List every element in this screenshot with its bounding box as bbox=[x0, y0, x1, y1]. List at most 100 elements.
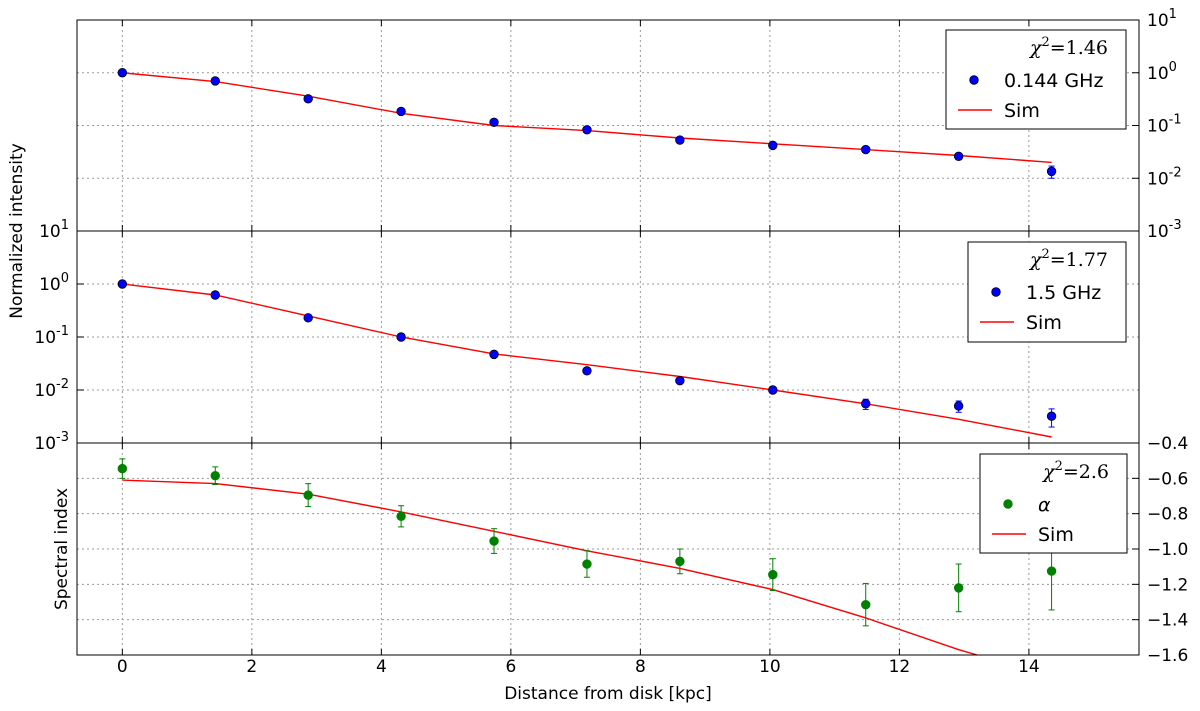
data-point bbox=[117, 68, 128, 78]
y-tick-exponent: -1 bbox=[1169, 113, 1182, 128]
legend-data-label: 1.5 GHz bbox=[1026, 282, 1101, 304]
data-point bbox=[396, 332, 406, 342]
data-point bbox=[396, 511, 406, 522]
data-point bbox=[582, 366, 592, 376]
y-tick-exponent: -2 bbox=[56, 377, 69, 392]
y-tick-label: −0.6 bbox=[1147, 469, 1188, 489]
sim-line bbox=[122, 72, 1052, 164]
data-point bbox=[953, 401, 964, 411]
x-axis: 0 2 4 6 8 10 12 14 bbox=[117, 657, 1040, 677]
x-tick-label: 0 bbox=[117, 657, 128, 677]
y-tick-label: 10-2 bbox=[1147, 165, 1182, 189]
chi-symbol: χ bbox=[1041, 461, 1056, 483]
data-point bbox=[303, 313, 313, 323]
x-tick-label: 10 bbox=[759, 657, 781, 677]
y-tick-label: 101 bbox=[1147, 7, 1177, 31]
y-tick-exponent: 1 bbox=[61, 218, 69, 233]
y-tick-exponent: -3 bbox=[56, 430, 69, 445]
chi-value: =1.77 bbox=[1050, 249, 1108, 271]
y-axis-title-intensity: Normalized intensity bbox=[7, 143, 27, 319]
data-point bbox=[768, 140, 778, 151]
legend-sim-label: Sim bbox=[1004, 100, 1040, 122]
legend-sim-label: Sim bbox=[1038, 524, 1074, 546]
y-tick-label: 100 bbox=[1147, 60, 1177, 84]
data-point bbox=[1046, 566, 1057, 576]
x-tick-label: 8 bbox=[635, 657, 646, 677]
y-tick-label: −0.4 bbox=[1147, 434, 1188, 454]
data-point bbox=[582, 125, 592, 135]
chi-exponent: 2 bbox=[1041, 35, 1049, 50]
data-point bbox=[675, 135, 685, 145]
chi-exponent: 2 bbox=[1055, 459, 1063, 474]
data-point bbox=[953, 583, 964, 593]
chi-exponent: 2 bbox=[1041, 247, 1049, 262]
legend-p15: χ2=1.77 1.5 GHz Sim bbox=[967, 241, 1127, 343]
y-tick-label: −1.6 bbox=[1147, 646, 1188, 666]
y-tick-exponent: -2 bbox=[1169, 165, 1182, 180]
chi-value: =1.46 bbox=[1050, 37, 1108, 59]
sim-line bbox=[122, 479, 978, 656]
data-point bbox=[861, 599, 871, 610]
data-point bbox=[861, 144, 871, 155]
data-point bbox=[1046, 166, 1057, 177]
x-tick-label: 12 bbox=[889, 657, 911, 677]
y-axis-title-spectral-index: Spectral index bbox=[52, 488, 72, 610]
legend-data-marker bbox=[1003, 499, 1013, 509]
x-tick-label: 14 bbox=[1018, 657, 1040, 677]
y-tick-label: 101 bbox=[39, 218, 69, 242]
data-point bbox=[210, 290, 220, 300]
y-tick-exponent: 0 bbox=[61, 271, 69, 286]
data-point bbox=[861, 399, 871, 409]
data-point bbox=[768, 385, 778, 395]
y-tick-exponent: 1 bbox=[1169, 7, 1177, 22]
data-point bbox=[117, 463, 128, 474]
chi-symbol: χ bbox=[1028, 249, 1043, 271]
legend-data-marker bbox=[969, 75, 979, 85]
legend-data-marker bbox=[991, 287, 1001, 297]
y-tick-label: −0.8 bbox=[1147, 505, 1188, 525]
y-tick-label: −1.0 bbox=[1147, 540, 1188, 560]
data-point bbox=[303, 490, 313, 500]
y-tick-label: 10-2 bbox=[34, 377, 69, 401]
data-point bbox=[489, 536, 499, 546]
y-tick-exponent: -1 bbox=[56, 324, 69, 339]
x-tick-label: 6 bbox=[505, 657, 516, 677]
legend-sim-label: Sim bbox=[1026, 312, 1062, 334]
y-tick-label: 10-1 bbox=[1147, 113, 1182, 137]
data-point bbox=[117, 279, 128, 289]
data-point bbox=[675, 375, 685, 386]
y-tick-exponent: -3 bbox=[1169, 218, 1182, 233]
data-point bbox=[675, 556, 685, 567]
panel-palpha: −0.4 −0.6 −0.8 −1.0 −1.2 −1.4 −1.6 χ2=2.6 α Sim bbox=[76, 434, 1188, 666]
data-point bbox=[210, 76, 220, 86]
legend-data-label: α bbox=[1038, 494, 1051, 516]
y-tick-label: 10-1 bbox=[34, 324, 69, 348]
data-point bbox=[210, 470, 220, 481]
data-point bbox=[582, 559, 592, 569]
sim-line bbox=[122, 283, 1052, 438]
y-tick-label: 10-3 bbox=[34, 430, 69, 454]
x-tick-label: 4 bbox=[376, 657, 387, 677]
legend-chi-squared: χ2=1.77 bbox=[1028, 247, 1108, 271]
y-tick-label: 10-3 bbox=[1147, 218, 1182, 242]
y-tick-label: 100 bbox=[39, 271, 69, 295]
data-point bbox=[303, 94, 313, 104]
data-point bbox=[768, 569, 778, 580]
x-tick-label: 2 bbox=[246, 657, 257, 677]
data-point bbox=[396, 106, 406, 117]
data-point bbox=[489, 117, 499, 127]
data-point bbox=[489, 349, 499, 360]
data-point bbox=[1046, 411, 1057, 421]
legend-data-label: 0.144 GHz bbox=[1004, 70, 1103, 92]
y-tick-exponent: 0 bbox=[1169, 60, 1177, 75]
chi-symbol: χ bbox=[1028, 37, 1043, 59]
chi-value: =2.6 bbox=[1063, 461, 1109, 483]
legend-palpha: χ2=2.6 α Sim bbox=[979, 453, 1128, 554]
legend-p144: χ2=1.46 0.144 GHz Sim bbox=[945, 29, 1127, 130]
data-point bbox=[953, 151, 964, 162]
y-tick-label: −1.2 bbox=[1147, 575, 1188, 595]
panel-frame bbox=[76, 442, 1140, 656]
x-axis-title: Distance from disk [kpc] bbox=[504, 684, 712, 704]
